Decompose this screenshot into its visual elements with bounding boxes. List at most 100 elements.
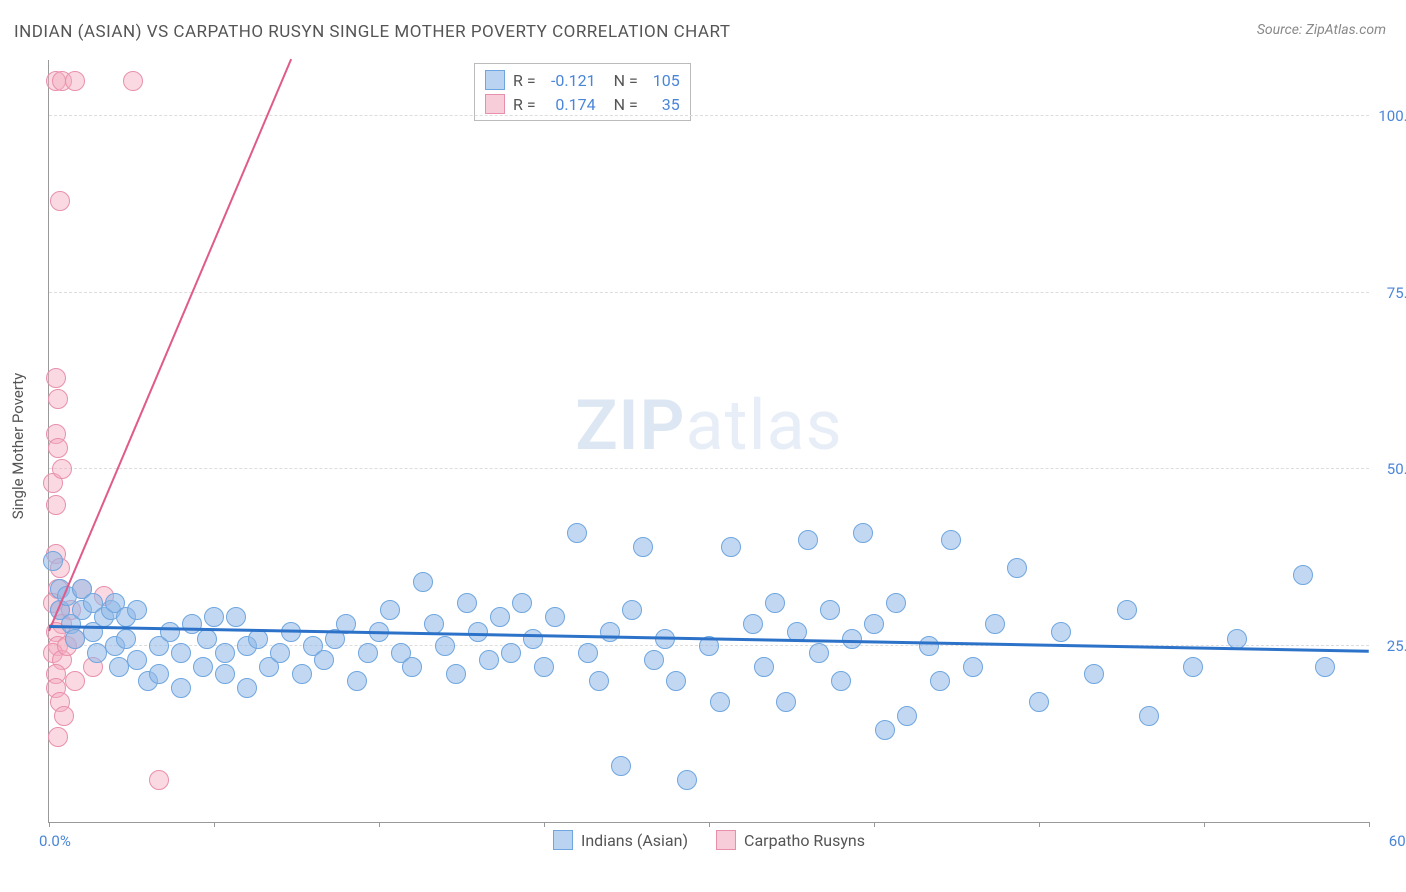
- scatter-point: [842, 629, 862, 649]
- scatter-point: [666, 671, 686, 691]
- scatter-point: [46, 495, 66, 515]
- scatter-point: [215, 664, 235, 684]
- x-tick-mark: [709, 822, 710, 827]
- scatter-point: [600, 622, 620, 642]
- x-tick-label-min: 0.0%: [39, 832, 71, 850]
- scatter-point: [226, 607, 246, 627]
- y-axis-label: Single Mother Poverty: [9, 373, 27, 520]
- stats-row-1: R = -0.121 N = 105: [485, 68, 680, 92]
- scatter-point: [50, 191, 70, 211]
- watermark-light: atlas: [686, 385, 843, 467]
- scatter-point: [1293, 565, 1313, 585]
- stats-r-label: R =: [513, 71, 536, 90]
- legend-bottom: Indians (Asian) Carpatho Rusyns: [553, 830, 865, 850]
- scatter-point: [919, 636, 939, 656]
- stats-r-label: R =: [513, 95, 536, 114]
- scatter-point: [864, 614, 884, 634]
- scatter-point: [197, 629, 217, 649]
- scatter-point: [589, 671, 609, 691]
- scatter-point: [1051, 622, 1071, 642]
- scatter-point: [1117, 600, 1137, 620]
- scatter-point: [215, 643, 235, 663]
- x-tick-mark: [1039, 822, 1040, 827]
- scatter-point: [65, 671, 85, 691]
- scatter-point: [963, 657, 983, 677]
- scatter-point: [380, 600, 400, 620]
- scatter-point: [43, 551, 63, 571]
- scatter-point: [512, 593, 532, 613]
- scatter-point: [776, 692, 796, 712]
- x-tick-mark: [1369, 822, 1370, 827]
- scatter-point: [677, 770, 697, 790]
- scatter-point: [1227, 629, 1247, 649]
- scatter-point: [171, 678, 191, 698]
- scatter-point: [490, 607, 510, 627]
- scatter-point: [875, 720, 895, 740]
- legend-swatch-1: [553, 830, 573, 850]
- gridline: [49, 468, 1369, 469]
- scatter-point: [468, 622, 488, 642]
- trend-line: [48, 59, 292, 631]
- scatter-point: [270, 643, 290, 663]
- scatter-point: [853, 523, 873, 543]
- scatter-point: [127, 600, 147, 620]
- scatter-point: [798, 530, 818, 550]
- stats-n-value-1: 105: [646, 71, 680, 90]
- scatter-point: [358, 643, 378, 663]
- watermark: ZIPatlas: [575, 385, 843, 467]
- scatter-point: [622, 600, 642, 620]
- scatter-point: [402, 657, 422, 677]
- scatter-point: [457, 593, 477, 613]
- scatter-point: [204, 607, 224, 627]
- scatter-point: [930, 671, 950, 691]
- scatter-point: [1084, 664, 1104, 684]
- scatter-point: [248, 629, 268, 649]
- stats-r-value-2: 0.174: [544, 95, 596, 114]
- swatch-series-1: [485, 70, 505, 90]
- scatter-point: [501, 643, 521, 663]
- source-label: Source: ZipAtlas.com: [1257, 22, 1386, 38]
- scatter-point: [479, 650, 499, 670]
- scatter-point: [1183, 657, 1203, 677]
- scatter-point: [171, 643, 191, 663]
- scatter-point: [743, 614, 763, 634]
- stats-legend-box: R = -0.121 N = 105 R = 0.174 N = 35: [474, 63, 691, 121]
- scatter-point: [897, 706, 917, 726]
- scatter-point: [48, 727, 68, 747]
- stats-n-label: N =: [614, 71, 638, 90]
- y-tick-label: 100.0%: [1372, 107, 1406, 125]
- y-tick-label: 75.0%: [1372, 284, 1406, 302]
- scatter-point: [831, 671, 851, 691]
- x-tick-mark: [544, 822, 545, 827]
- legend-item-1: Indians (Asian): [553, 830, 688, 850]
- scatter-point: [193, 657, 213, 677]
- scatter-point: [314, 650, 334, 670]
- scatter-point: [809, 643, 829, 663]
- scatter-point: [48, 438, 68, 458]
- scatter-point: [149, 770, 169, 790]
- scatter-point: [941, 530, 961, 550]
- watermark-bold: ZIP: [575, 385, 685, 467]
- scatter-point: [48, 389, 68, 409]
- x-tick-mark: [49, 822, 50, 827]
- scatter-point: [765, 593, 785, 613]
- swatch-series-2: [485, 94, 505, 114]
- scatter-point: [65, 71, 85, 91]
- x-tick-mark: [874, 822, 875, 827]
- scatter-point: [523, 629, 543, 649]
- scatter-point: [127, 650, 147, 670]
- scatter-point: [292, 664, 312, 684]
- legend-label-1: Indians (Asian): [581, 831, 688, 850]
- stats-r-value-1: -0.121: [544, 71, 596, 90]
- scatter-point: [1029, 692, 1049, 712]
- scatter-point: [52, 459, 72, 479]
- scatter-point: [435, 636, 455, 656]
- scatter-point: [46, 368, 66, 388]
- x-tick-mark: [214, 822, 215, 827]
- scatter-point: [754, 657, 774, 677]
- scatter-point: [123, 71, 143, 91]
- scatter-point: [237, 678, 257, 698]
- scatter-point: [578, 643, 598, 663]
- stats-n-label: N =: [614, 95, 638, 114]
- stats-n-value-2: 35: [646, 95, 680, 114]
